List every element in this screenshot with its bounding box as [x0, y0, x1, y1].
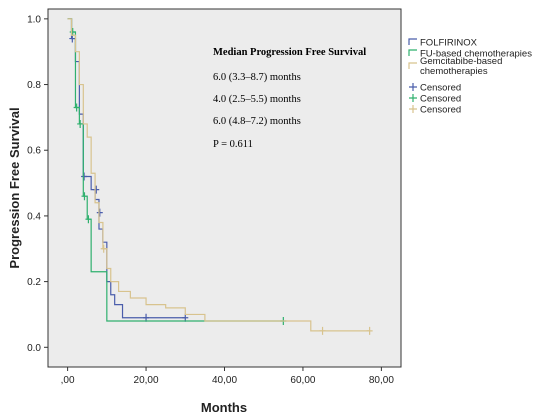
y-axis: 0.0 0.2 0.4 0.6 0.8 1.0 — [27, 14, 48, 354]
annotation-title: Median Progression Free Survival — [213, 47, 366, 58]
y-tick-label: 0.6 — [27, 146, 41, 157]
legend-censor-mark — [409, 105, 417, 113]
y-tick-label: 0.8 — [27, 80, 41, 91]
x-axis: ,00 20,00 40,00 60,00 80,00 — [61, 367, 394, 386]
censor-mark — [73, 103, 80, 112]
censor-mark — [319, 326, 326, 335]
annotation-p-value: P = 0.611 — [213, 139, 253, 150]
censor-mark — [69, 27, 76, 36]
censor-mark — [85, 215, 92, 224]
legend-label: Censored — [420, 94, 461, 105]
censor-mark — [143, 313, 150, 322]
legend-censor-mark — [409, 94, 417, 102]
annotation-box: Median Progression Free Survival 6.0 (3.… — [213, 47, 366, 150]
annotation-line-gemcitabine: 6.0 (4.8–7.2) months — [213, 116, 301, 127]
x-tick-label: 40,00 — [212, 375, 237, 386]
legend-label: Censored — [420, 105, 461, 116]
censor-mark — [93, 185, 100, 194]
x-tick-label: 80,00 — [369, 375, 394, 386]
censor-mark — [81, 192, 88, 201]
censor-mark — [366, 326, 373, 335]
legend-label: Gemcitabibe-based chemotherapies — [420, 56, 502, 77]
censor-mark — [81, 172, 88, 181]
censor-mark — [100, 244, 107, 253]
legend-censor-mark — [409, 83, 417, 91]
censor-mark — [182, 313, 189, 322]
curves-layer — [67, 18, 373, 335]
x-tick-label: 60,00 — [290, 375, 315, 386]
legend-label: FU-based chemotherapies — [420, 49, 532, 60]
legend-label: Censored — [420, 83, 461, 94]
y-tick-label: 1.0 — [27, 14, 41, 25]
y-tick-label: 0.0 — [27, 343, 41, 354]
legend-swatch — [408, 62, 417, 69]
y-axis-label: Progression Free Survival — [7, 107, 22, 268]
censor-mark — [96, 208, 103, 217]
annotation-line-fu: 4.0 (2.5–5.5) months — [213, 94, 301, 105]
annotation-line-folfirinox: 6.0 (3.3–8.7) months — [213, 72, 301, 83]
censor-mark — [77, 119, 84, 128]
legend-swatch — [408, 49, 417, 56]
plot-area — [47, 8, 402, 368]
x-tick-label: ,00 — [61, 375, 75, 386]
x-tick-label: 20,00 — [134, 375, 159, 386]
legend-swatch — [408, 38, 417, 45]
legend-label: FOLFIRINOX — [420, 38, 478, 49]
x-axis-label: Months — [201, 400, 247, 415]
y-tick-label: 0.2 — [27, 277, 41, 288]
y-tick-label: 0.4 — [27, 211, 41, 222]
